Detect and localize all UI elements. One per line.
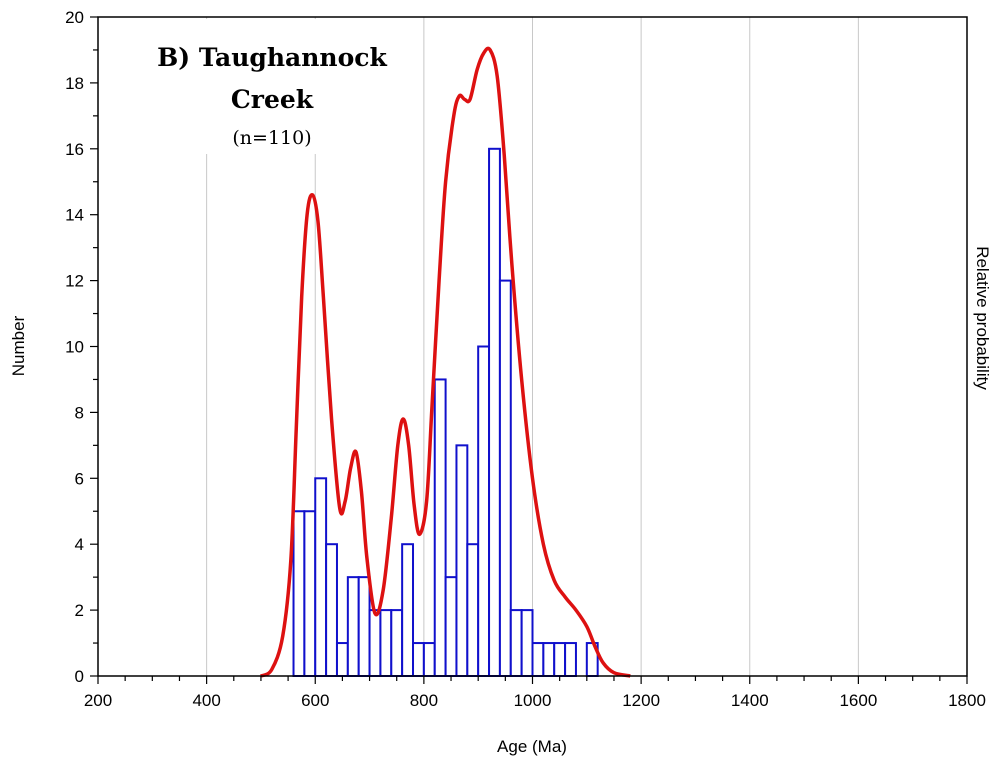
- histogram-bar: [509, 609, 523, 677]
- histogram-bar: [401, 543, 415, 678]
- histogram-bar: [335, 642, 349, 677]
- histogram-bar: [542, 642, 556, 677]
- title-backdrop-box: [117, 19, 339, 154]
- x-tick-label: 1800: [948, 691, 986, 710]
- x-tick-label: 800: [410, 691, 438, 710]
- histogram-bar: [346, 576, 360, 678]
- histogram-bar: [303, 510, 317, 677]
- histogram-bar: [488, 147, 501, 678]
- histogram-bar: [455, 444, 469, 677]
- x-axis-title: Age (Ma): [497, 737, 567, 756]
- x-tick-label: 1000: [514, 691, 552, 710]
- histogram-bar: [564, 642, 577, 677]
- chart-subtitle: (n=110): [232, 127, 311, 149]
- x-tick-label: 1400: [731, 691, 769, 710]
- y-tick-label: 16: [65, 140, 84, 159]
- histogram-bar: [520, 609, 534, 677]
- histogram-bar: [477, 345, 491, 677]
- secondary-y-axis-title: Relative probability: [973, 246, 992, 390]
- tick-labels: 200 400 600 800 1000 1200 1400 1600 1800 0 2 4 6 8 10 1…: [65, 8, 986, 710]
- histogram-bar: [466, 543, 480, 678]
- histogram-bar: [531, 642, 545, 677]
- chart-title-line-1: B) Taughannock: [157, 43, 387, 72]
- x-tick-label: 600: [301, 691, 329, 710]
- chart-title-line-2: Creek: [231, 85, 314, 114]
- y-tick-label: 6: [75, 469, 84, 488]
- histogram-bar: [292, 510, 306, 677]
- histogram-bar: [325, 543, 338, 678]
- x-tick-label: 1600: [839, 691, 877, 710]
- y-tick-label: 8: [75, 403, 84, 422]
- histogram-bar: [390, 609, 404, 677]
- axes: [90, 16, 968, 684]
- y-tick-label: 18: [65, 74, 84, 93]
- title-backdrop: [117, 19, 339, 154]
- probability-curve-layer: [260, 46, 631, 678]
- y-tick-label: 14: [65, 206, 84, 225]
- y-tick-label: 4: [75, 535, 84, 554]
- x-tick-label: 400: [192, 691, 220, 710]
- histogram-bar: [433, 378, 447, 677]
- y-tick-label: 12: [65, 272, 84, 291]
- histogram-bar: [498, 279, 512, 677]
- histogram-bar: [357, 576, 371, 678]
- histogram-bar: [422, 642, 436, 677]
- histogram-bar: [379, 609, 393, 677]
- histogram-bar: [412, 642, 425, 677]
- histogram-bar: [368, 609, 382, 677]
- y-tick-label: 10: [65, 338, 84, 357]
- x-tick-label: 1200: [622, 691, 660, 710]
- y-tick-label: 2: [75, 601, 84, 620]
- x-tick-label: 200: [84, 691, 112, 710]
- y-tick-label: 20: [65, 8, 84, 27]
- probability-curve: [260, 46, 631, 678]
- y-tick-label: 0: [75, 667, 84, 686]
- histogram-bar: [314, 477, 328, 677]
- histogram-bar: [444, 576, 458, 678]
- y-axis-title: Number: [9, 315, 28, 376]
- histogram-bar: [553, 642, 567, 677]
